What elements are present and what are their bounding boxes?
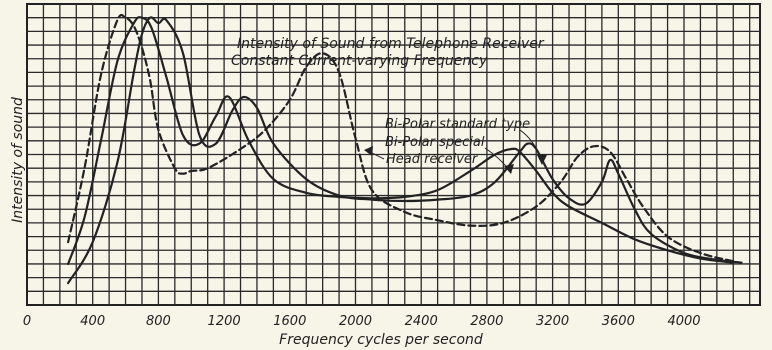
legend-label-standard: Bi-Polar standard type — [385, 117, 530, 132]
x-tick-label: 2000 — [339, 314, 372, 329]
chart-subtitle: Constant Current-varying Frequency — [231, 53, 488, 69]
leader-arrowheads — [364, 146, 547, 174]
legend-label-special: Bi-Polar special — [385, 135, 485, 150]
x-tick-label: 3200 — [536, 314, 569, 329]
x-tick-label: 2800 — [470, 314, 503, 329]
x-tick-label: 1600 — [273, 314, 306, 329]
x-tick-labels: 0 400 800 1200 1600 2000 2400 2800 3200 3600 4000 — [23, 314, 701, 329]
x-tick-label: 1200 — [208, 314, 241, 329]
arrowhead-head — [364, 146, 373, 156]
legend-label-head: Head receiver — [386, 152, 479, 167]
x-tick-label: 800 — [146, 314, 171, 329]
x-tick-label: 400 — [80, 314, 105, 329]
y-axis-label: Intensity of sound — [10, 97, 26, 223]
x-tick-label: 3600 — [602, 314, 635, 329]
x-tick-label: 0 — [23, 314, 31, 329]
grid — [26, 3, 761, 306]
series-line-bi-polar-special — [67, 16, 743, 285]
series-lines — [67, 13, 743, 285]
x-tick-label: 2400 — [405, 314, 438, 329]
series-line-head-receiver — [67, 13, 735, 263]
chart-title: Intensity of Sound from Telephone Receiv… — [237, 36, 545, 52]
series-line-bi-polar-standard-type — [67, 16, 735, 266]
arrowhead-special — [504, 164, 514, 174]
x-axis-label: Frequency cycles per second — [279, 332, 483, 348]
x-tick-label: 4000 — [667, 314, 700, 329]
arrowhead-standard — [537, 155, 547, 165]
leader-head — [369, 151, 385, 160]
